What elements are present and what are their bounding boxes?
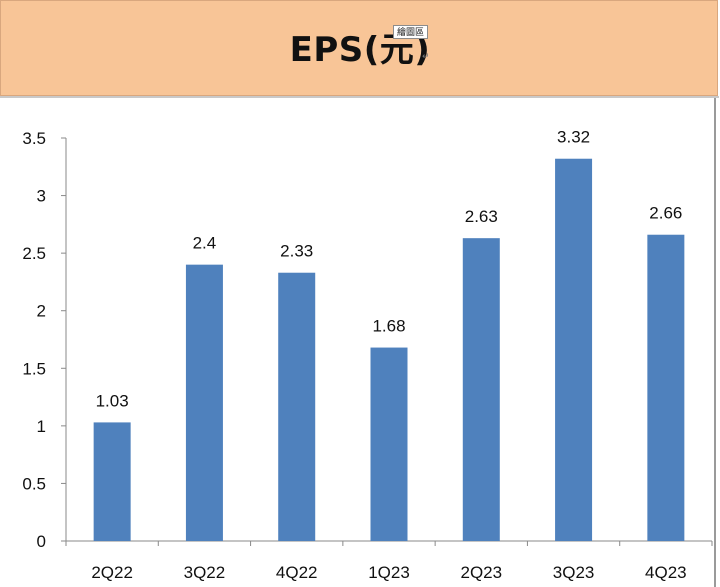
bar-3q23 (555, 158, 593, 541)
data-label: 1.68 (372, 317, 405, 336)
x-tick-label: 2Q22 (91, 563, 133, 582)
data-label: 2.63 (465, 207, 498, 226)
bar-4q23 (647, 234, 685, 541)
return-mark: ↵ (422, 52, 430, 62)
plot-area-tag: 繪圖區 (393, 25, 428, 39)
bar-1q23 (370, 347, 408, 541)
data-label: 3.32 (557, 128, 590, 147)
bar-2q23 (462, 238, 500, 541)
x-tick-label: 4Q23 (645, 563, 687, 582)
y-tick-label: 3.5 (22, 129, 46, 148)
y-tick-label: 2.5 (22, 244, 46, 263)
y-tick-label: 1 (37, 417, 46, 436)
bar-3q22 (185, 264, 223, 541)
x-tick-label: 4Q22 (276, 563, 318, 582)
y-tick-label: 1.5 (22, 359, 46, 378)
y-tick-label: 2 (37, 302, 46, 321)
title-band (0, 0, 718, 96)
data-label: 2.33 (280, 242, 313, 261)
x-tick-label: 3Q23 (553, 563, 595, 582)
x-tick-label: 2Q23 (460, 563, 502, 582)
x-tick-label: 1Q23 (368, 563, 410, 582)
data-label: 2.66 (649, 204, 682, 223)
x-tick-label: 3Q22 (184, 563, 226, 582)
plot-frame (0, 98, 716, 587)
y-tick-label: 0 (37, 532, 46, 551)
header-divider (0, 96, 719, 98)
y-tick-label: 3 (37, 187, 46, 206)
data-label: 2.4 (193, 234, 217, 253)
bar-4q22 (278, 272, 316, 541)
y-tick-label: 0.5 (22, 474, 46, 493)
bar-2q22 (93, 422, 131, 541)
data-label: 1.03 (96, 391, 129, 410)
